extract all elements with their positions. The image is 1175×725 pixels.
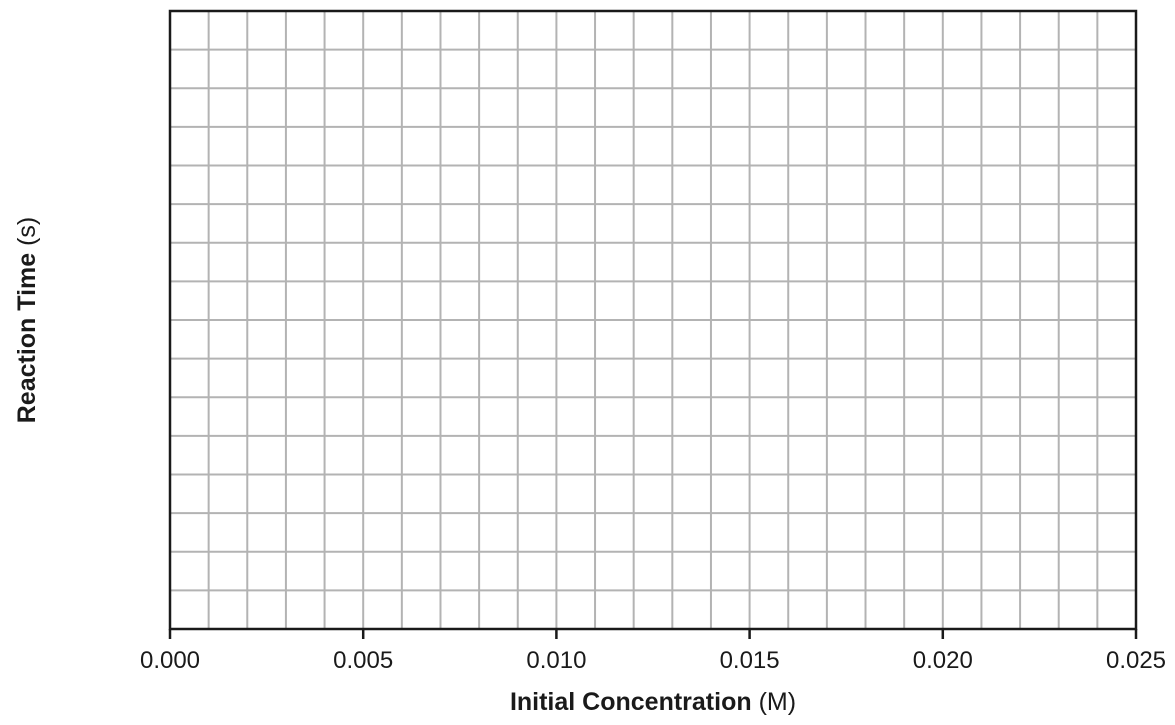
x-tick-label: 0.000 (140, 647, 200, 674)
grid-lines (170, 11, 1136, 629)
x-axis-ticks: 0.000 0.005 0.010 0.015 0.020 0.025 (140, 629, 1166, 674)
y-axis-title-unit: (s) (13, 217, 41, 246)
x-tick-label: 0.010 (526, 647, 586, 674)
x-axis-title: Initial Concentration (M) (510, 688, 796, 716)
x-tick-label: 0.025 (1106, 647, 1166, 674)
x-tick-label: 0.015 (720, 647, 780, 674)
y-axis-title: Reaction Time (s) (13, 217, 41, 424)
x-tick-label: 0.005 (333, 647, 393, 674)
x-tick-label: 0.020 (913, 647, 973, 674)
x-axis-title-unit: (M) (759, 688, 796, 716)
x-axis-title-main: Initial Concentration (510, 688, 752, 716)
y-axis-title-main: Reaction Time (13, 253, 41, 424)
plot-frame (168, 9, 1138, 631)
